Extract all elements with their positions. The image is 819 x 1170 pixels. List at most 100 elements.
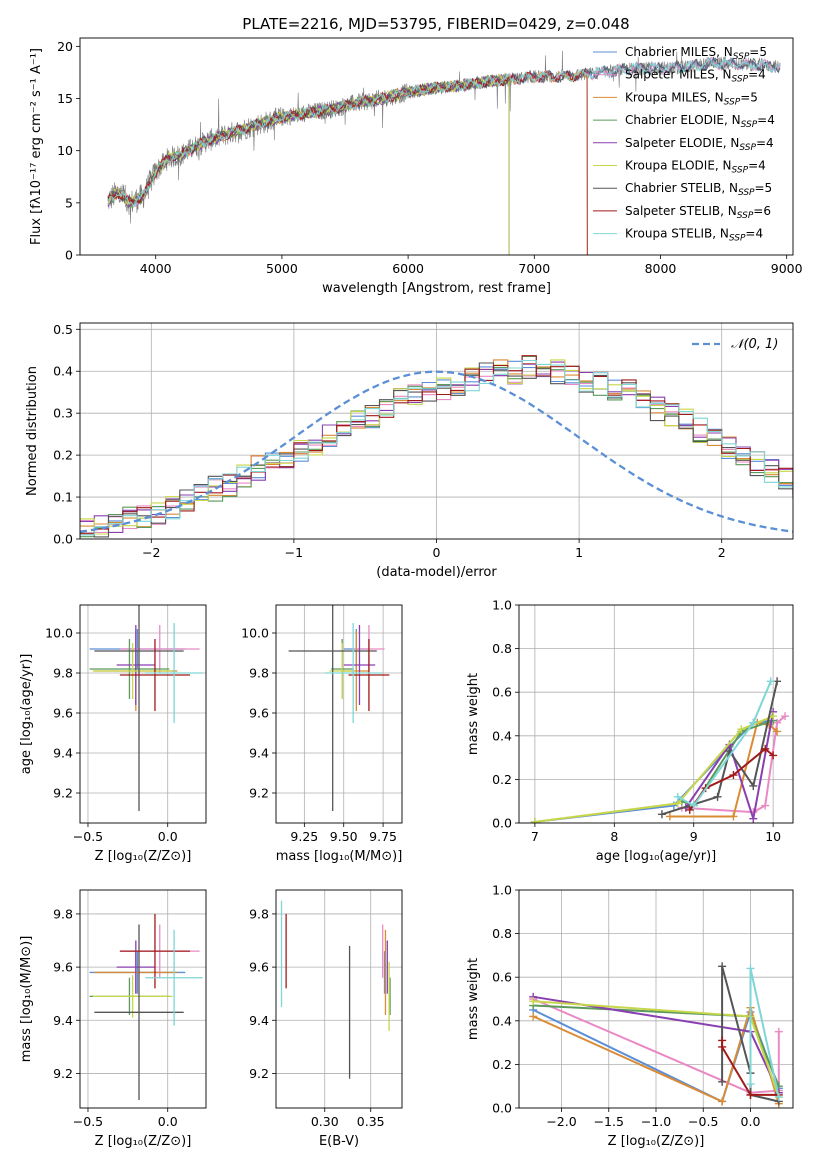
y-tick-label: 9.8 — [249, 666, 269, 681]
weight-vs-z-axes: −2.0 −1.5 −1.0 −0.5 0.0 0.0 0.2 0.4 0.6 0.8 1.0 Z [… — [466, 883, 794, 1149]
weight-series-marker — [746, 1080, 755, 1089]
y-tick-label: 9.6 — [249, 706, 269, 721]
axes-frame — [79, 37, 794, 256]
legend-entry: 𝒩(0, 1) — [731, 337, 778, 352]
legend-entry-main: Salpeter ELODIE, N — [625, 136, 739, 150]
model-spectrum-line — [107, 68, 588, 255]
plot-area — [519, 605, 793, 823]
x-tick-label: −0.5 — [73, 1114, 103, 1129]
legend-entry: Chabrier ELODIE, NSSP=4 — [625, 113, 775, 130]
model-spectrum-line — [107, 73, 510, 255]
spectrum-axes: 4000 5000 6000 7000 8000 9000 0 5 10 15 20 waveleng… — [29, 37, 803, 296]
legend-entry-tail: =4 — [748, 68, 766, 82]
weight-series-marker — [781, 712, 790, 721]
legend-entry-sub: SSP — [741, 120, 758, 130]
legend-entry-main: Chabrier ELODIE, N — [625, 113, 741, 127]
y-axis-label: Normed distribution — [25, 366, 40, 496]
x-axis-label: Z [log₁₀(Z/Z⊙)] — [95, 1134, 192, 1149]
plot-area — [80, 605, 206, 823]
x-tick-label: 9.25 — [290, 829, 318, 844]
weight-series-marker — [749, 781, 758, 790]
plot-area — [80, 323, 793, 539]
x-axis-label: Z [log₁₀(Z/Z⊙)] — [95, 849, 192, 864]
weight-series-marker — [718, 1077, 727, 1086]
axes-frame — [79, 889, 207, 1109]
legend-entry: Kroupa MILES, NSSP=5 — [625, 90, 758, 107]
axes-frame — [518, 889, 794, 1109]
legend-entry-main: Kroupa ELODIE, N — [625, 159, 732, 173]
legend-entry-tail: =4 — [748, 159, 766, 173]
weight-series-marker — [530, 817, 539, 823]
y-tick-label: 9.6 — [53, 706, 73, 721]
legend-entry: Chabrier MILES, NSSP=5 — [625, 45, 767, 62]
x-tick-label: −1.0 — [641, 1114, 671, 1129]
y-tick-label: 1.0 — [492, 883, 512, 898]
y-tick-label: 0.4 — [492, 728, 512, 743]
y-tick-label: 0.8 — [492, 926, 512, 941]
y-tick-label: 0.1 — [53, 490, 73, 505]
y-tick-label: 10.0 — [45, 626, 73, 641]
mass-vs-ebv-axes: 0.30 0.35 9.2 9.4 9.6 9.8 E(B-V) — [249, 889, 403, 1149]
y-tick-label: 9.2 — [53, 786, 73, 801]
legend-entry-main: Salpeter STELIB, N — [625, 204, 737, 218]
y-tick-label: 0.5 — [53, 322, 73, 337]
y-axis-label: Flux [fλ10⁻¹⁷ erg cm⁻² s⁻¹ A⁻¹] — [29, 48, 44, 245]
legend-entry: Kroupa STELIB, NSSP=4 — [625, 227, 763, 244]
plot-area — [276, 890, 402, 1108]
weight-series-marker — [761, 801, 770, 810]
weight-series-marker — [749, 814, 758, 823]
plot-area — [276, 605, 402, 823]
x-tick-label: 7 — [531, 829, 539, 844]
legend-entry-tail: =4 — [757, 113, 775, 127]
legend-entry: Chabrier STELIB, NSSP=5 — [625, 181, 772, 198]
x-tick-label: −1 — [285, 545, 303, 560]
x-tick-label: 9.75 — [369, 829, 397, 844]
legend-entry-tail: =6 — [753, 204, 771, 218]
legend-entry-main: Chabrier STELIB, N — [625, 181, 738, 195]
model-spectrum-line — [107, 57, 781, 205]
legend-entry-sub: SSP — [738, 188, 755, 198]
x-tick-label: −2.0 — [546, 1114, 576, 1129]
legend-entry-sub: SSP — [724, 97, 741, 107]
weight-series-marker — [718, 962, 727, 971]
x-tick-label: −0.5 — [73, 829, 103, 844]
age-vs-mass-axes: 9.25 9.50 9.75 9.2 9.4 9.6 9.8 10.0 mass [log₁₀(… — [241, 604, 403, 864]
x-axis-label: wavelength [Angstrom, rest frame] — [322, 281, 551, 296]
x-tick-label: 8 — [610, 829, 618, 844]
y-tick-label: 5 — [65, 195, 73, 210]
x-axis-label: Z [log₁₀(Z/Z⊙)] — [608, 1134, 705, 1149]
x-tick-label: 9 — [690, 829, 698, 844]
plots: 4000 5000 6000 7000 8000 900005101520waveleng… — [19, 37, 803, 1149]
y-tick-label: 9.8 — [249, 906, 269, 921]
x-tick-label: −1.5 — [594, 1114, 624, 1129]
y-axis-label: age [log₁₀(age/yr)] — [19, 654, 34, 775]
legend-entry-sub: SSP — [733, 52, 750, 62]
x-axis-label: mass [log₁₀(M/M⊙)] — [276, 849, 403, 864]
plot-area — [107, 50, 781, 255]
legend-entry: Salpeter STELIB, NSSP=6 — [625, 204, 771, 221]
y-tick-label: 10 — [57, 143, 73, 158]
axes-frame — [275, 889, 403, 1109]
y-tick-label: 9.2 — [249, 1066, 269, 1081]
weight-series-marker — [718, 1097, 727, 1106]
legend-entry-sub: SSP — [732, 166, 749, 176]
weight-series-marker — [689, 801, 698, 810]
y-axis-label: mass weight — [466, 958, 481, 1040]
weight-vs-age-axes: 7 8 9 10 0.0 0.2 0.4 0.6 0.8 1.0 age [log₁₀(age/yr… — [466, 598, 794, 864]
y-tick-label: 0.4 — [492, 1013, 512, 1028]
x-tick-label: 1 — [575, 545, 583, 560]
y-tick-label: 9.8 — [53, 906, 73, 921]
y-tick-label: 15 — [57, 91, 73, 106]
x-tick-label: 10 — [765, 829, 781, 844]
weight-series-marker — [761, 744, 770, 753]
weight-series-line — [532, 998, 780, 1094]
legend-entry-sub: SSP — [729, 234, 746, 244]
legend-entry-sub: SSP — [737, 211, 754, 221]
y-tick-label: 0.2 — [492, 772, 512, 787]
y-tick-label: 20 — [57, 39, 73, 54]
weight-series-marker — [718, 1042, 727, 1051]
y-tick-label: 0.0 — [492, 816, 512, 831]
y-tick-label: 9.2 — [249, 786, 269, 801]
